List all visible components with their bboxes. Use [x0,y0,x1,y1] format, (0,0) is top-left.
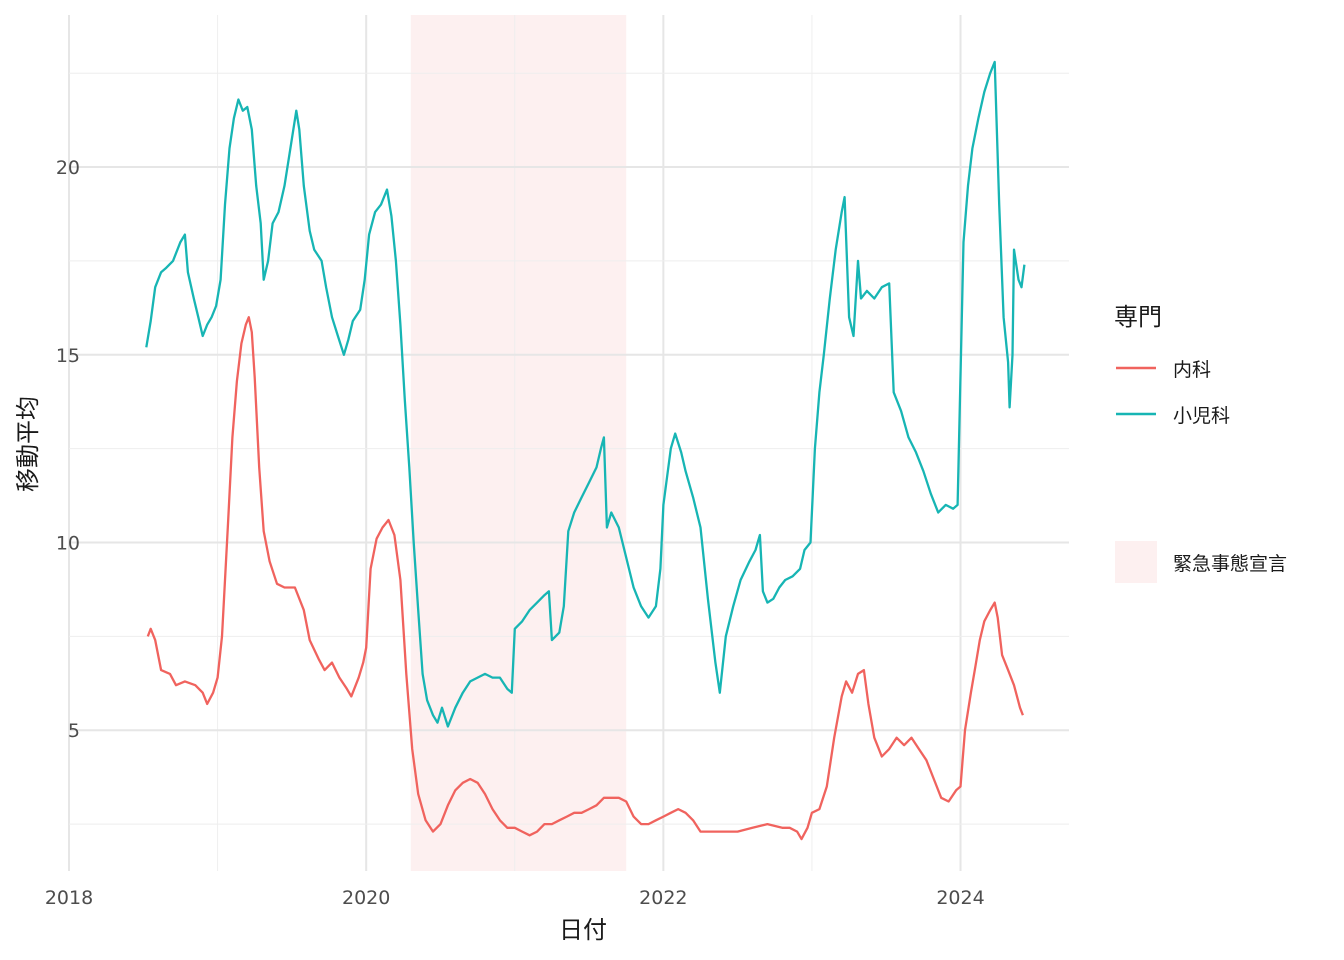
legend-label-naika: 内科 [1173,359,1211,381]
y-tick-label: 20 [56,157,80,179]
legend-item-shonika: 小児科 [1116,405,1230,427]
legend: 専門 内科 小児科 緊急事態宣言 [1114,303,1287,583]
emergency-period-shade [410,15,627,871]
x-tick-label: 2020 [342,887,390,909]
legend-swatch-emergency [1115,541,1157,583]
y-tick-label: 5 [68,720,80,742]
x-tick-label: 2022 [639,887,687,909]
series-line-1 [145,60,1026,728]
y-tick-label: 10 [56,532,80,554]
y-axis-title: 移動平均 [14,396,42,492]
grid-layer [68,15,1069,871]
legend-item-naika: 内科 [1116,359,1211,381]
legend-label-shonika: 小児科 [1173,405,1230,427]
shading-layer [410,15,627,871]
legend-label-emergency: 緊急事態宣言 [1173,553,1287,575]
tick-label-layer: 2018 2020 2022 2024 5 10 15 20 [45,157,985,909]
x-tick-label: 2024 [936,887,984,909]
legend-item-emergency: 緊急事態宣言 [1115,541,1287,583]
x-tick-label: 2018 [45,887,93,909]
legend-title: 専門 [1114,303,1162,331]
series-layer [145,60,1026,841]
y-tick-label: 15 [56,345,80,367]
x-axis-title: 日付 [559,916,607,944]
series-line-0 [146,316,1024,841]
